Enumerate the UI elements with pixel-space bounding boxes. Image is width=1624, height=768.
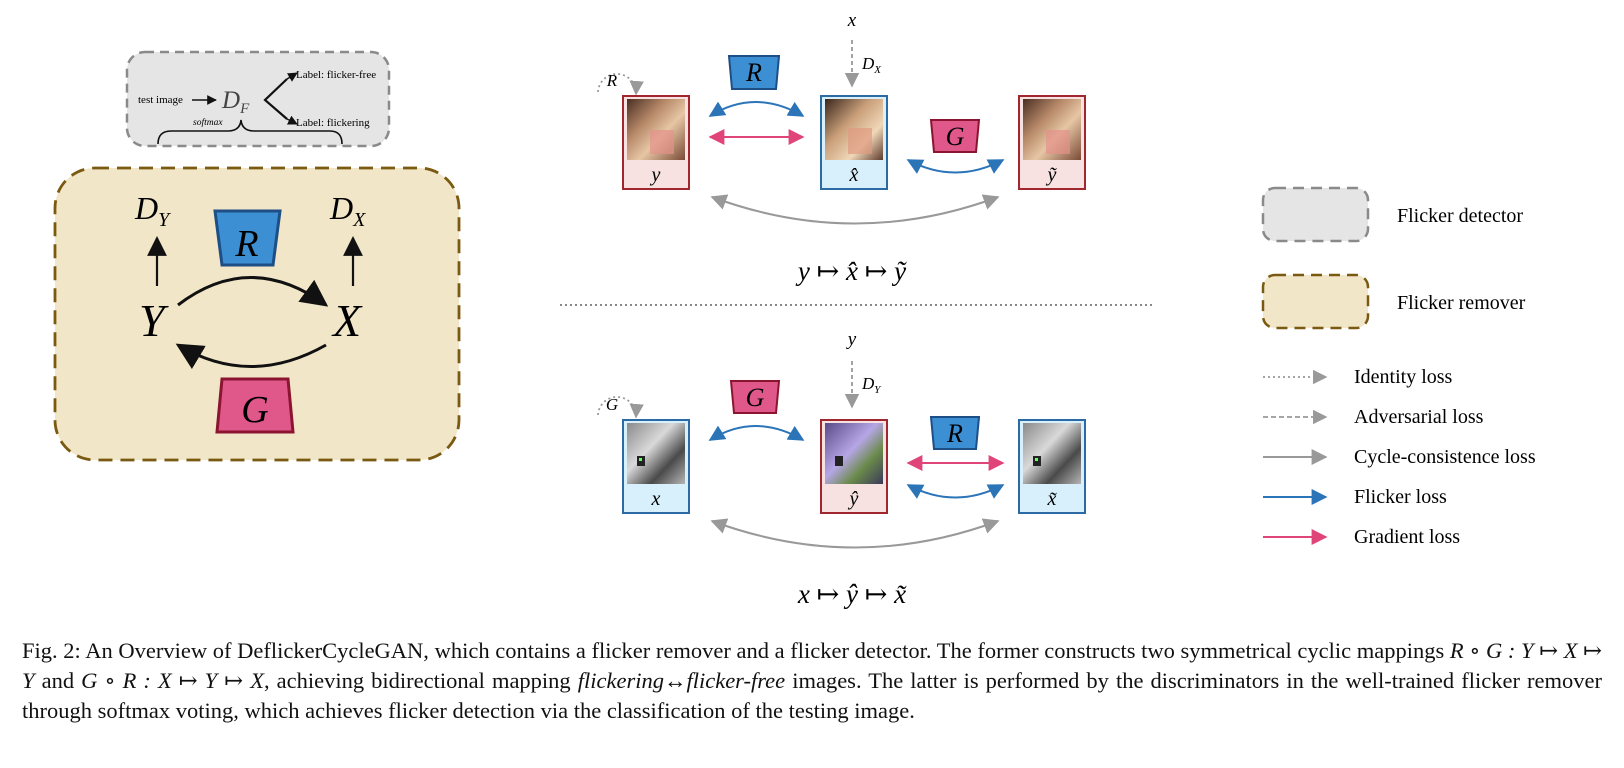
bottom-image-x: x xyxy=(622,419,690,514)
caption-italic: flickering↔flicker-free xyxy=(577,668,786,693)
svg-text:x̃: x̃ xyxy=(1047,488,1057,510)
flicker-detector: test image DF Label: flicker-free Label:… xyxy=(125,50,391,148)
test-image-label: test image xyxy=(138,94,183,106)
x-to-y-arrow xyxy=(175,343,327,370)
bottom-mapping-formula: x ↦ ŷ ↦ x̃ xyxy=(797,579,907,609)
legend-flicker-loss: Flicker loss xyxy=(1354,486,1447,508)
caption-math-1: R ∘ G : Y ↦ X ↦ Y xyxy=(22,638,1602,693)
legend-flicker-detector: Flicker detector xyxy=(1397,205,1523,227)
top-dx-label: DX xyxy=(861,54,882,76)
top-flicker-loss-arrow xyxy=(708,101,805,117)
r-block xyxy=(213,209,282,267)
svg-text:y: y xyxy=(650,164,661,186)
top-g-block-label: G xyxy=(946,122,965,151)
y-domain-label: Y xyxy=(139,295,169,346)
df-branch xyxy=(263,78,288,120)
top-cycle-loss-arrow xyxy=(710,194,1000,225)
svg-text:ỹ: ỹ xyxy=(1046,164,1058,186)
dy-label: DY xyxy=(134,190,171,231)
top-r-block xyxy=(727,55,781,90)
dx-label: DX xyxy=(329,190,366,231)
legend-detector-swatch xyxy=(1261,186,1370,243)
svg-text:x̂: x̂ xyxy=(849,164,859,186)
softmax-label: softmax xyxy=(193,117,223,128)
bottom-r-block xyxy=(929,416,981,450)
svg-text:ŷ: ŷ xyxy=(848,488,859,510)
figure-caption: Fig. 2: An Overview of DeflickerCycleGAN… xyxy=(22,638,1602,723)
bottom-image-x-tilde: x̃ xyxy=(1018,419,1086,514)
top-flicker-loss-arrow-2 xyxy=(906,159,1005,174)
top-image-y-tilde: ỹ xyxy=(1018,95,1086,190)
bottom-flicker-loss-arrow-2 xyxy=(906,484,1005,499)
bottom-r-block-label: R xyxy=(946,419,963,448)
top-r-block-label: R xyxy=(745,58,762,87)
bottom-cycle-loss-arrow xyxy=(710,518,1000,549)
g-block-label: G xyxy=(241,389,268,431)
identity-r-label: R xyxy=(606,71,618,90)
bottom-dy-label: DY xyxy=(861,374,882,396)
r-block-label: R xyxy=(234,223,258,265)
identity-g-label: G xyxy=(606,395,618,414)
legend-flicker-remover: Flicker remover xyxy=(1397,292,1526,314)
bottom-g-block xyxy=(729,380,781,414)
svg-text:x: x xyxy=(651,488,661,510)
label-flickering: Label: flickering xyxy=(296,117,370,129)
g-block xyxy=(215,377,295,434)
legend-adversarial-loss: Adversarial loss xyxy=(1354,406,1484,428)
architecture-figure: test image DF Label: flicker-free Label:… xyxy=(53,10,1536,609)
legend: Flicker detector Flicker remover Identit… xyxy=(1261,186,1536,548)
identity-loss-loop xyxy=(597,73,644,96)
bottom-image-y-hat: ŷ xyxy=(820,419,888,514)
top-mapping-formula: y ↦ x̂ ↦ ỹ xyxy=(795,256,907,286)
top-x-label: x xyxy=(847,10,857,31)
legend-gradient-loss: Gradient loss xyxy=(1354,526,1460,548)
bottom-mapping-row: G G y DY R x ŷ x̃ xyxy=(597,329,1086,609)
top-mapping-row: R R x DX G y x̂ ỹ y ↦ x̂ ↦ ỹ xyxy=(597,10,1086,286)
bottom-y-label: y xyxy=(846,329,857,350)
bottom-flicker-loss-arrow xyxy=(708,425,805,441)
legend-cycle-loss: Cycle-consistence loss xyxy=(1354,446,1536,468)
x-domain-label: X xyxy=(331,295,363,346)
legend-identity-loss: Identity loss xyxy=(1354,366,1453,388)
top-image-y: y xyxy=(622,95,690,190)
flicker-remover: DY DX R Y X G xyxy=(53,166,461,462)
y-to-x-arrow xyxy=(177,276,329,307)
bottom-g-block-label: G xyxy=(746,383,765,412)
df-symbol: DF xyxy=(221,87,250,117)
top-image-x-hat: x̂ xyxy=(820,95,888,190)
caption-math-2: G ∘ R : X ↦ Y ↦ X xyxy=(81,668,264,693)
label-flicker-free: Label: flicker-free xyxy=(296,69,376,81)
identity-loss-loop-2 xyxy=(597,396,644,419)
softmax-brace xyxy=(157,119,343,145)
legend-remover-swatch xyxy=(1261,273,1370,330)
top-g-block xyxy=(929,119,981,153)
